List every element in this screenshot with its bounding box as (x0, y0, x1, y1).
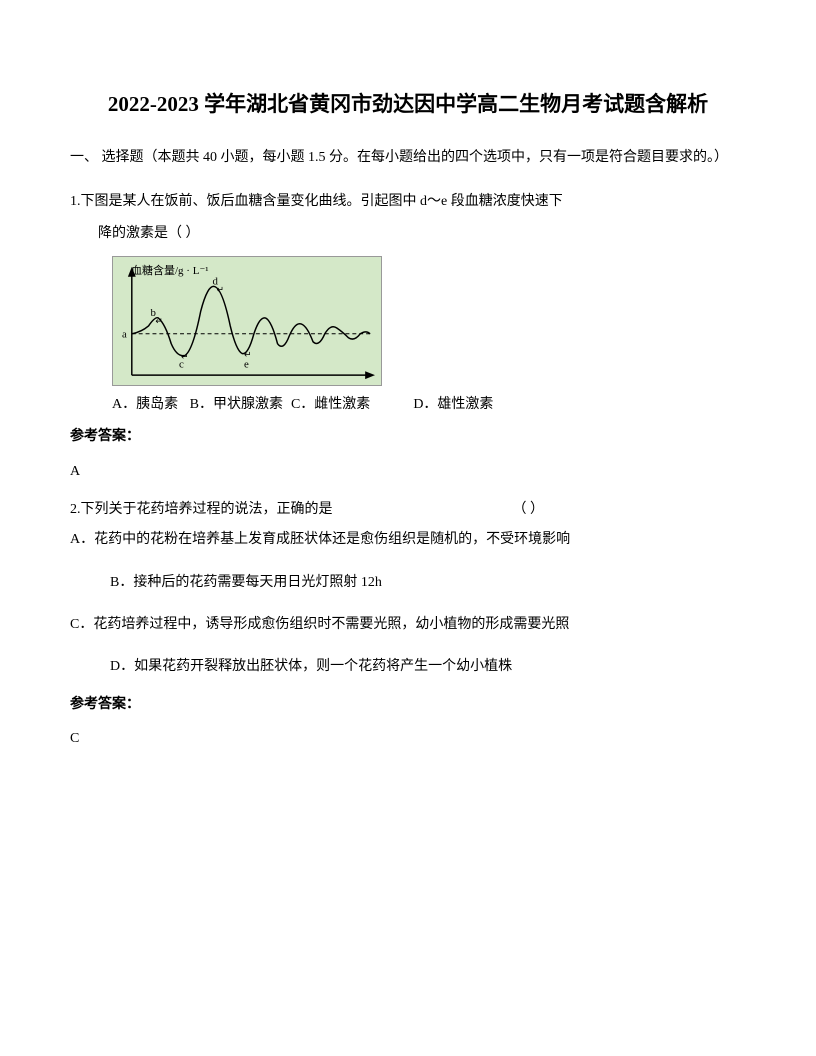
q1-line1: 1.下图是某人在饭前、饭后血糖含量变化曲线。引起图中 d～e 段血糖浓度快速下 (70, 189, 746, 216)
q1-answer-label: 参考答案： (70, 426, 746, 448)
q2-option-b: B．接种后的花药需要每天用日光灯照射 12h (84, 565, 746, 601)
q2-stem: 2.下列关于花药培养过程的说法，正确的是 （ ） (70, 497, 746, 522)
q1-option-a: A．胰岛素 (112, 397, 178, 412)
q2-number: 2. (70, 502, 81, 517)
q1-answer: A (70, 461, 746, 483)
q2-option-a: A．花药中的花粉在培养基上发育成胚状体还是愈伤组织是随机的，不受环境影响 (84, 522, 746, 558)
q1-number: 1. (70, 194, 81, 209)
chart-svg: a b c d e ↵ ↵ ↵ ↵ (113, 257, 381, 385)
svg-text:↵: ↵ (155, 316, 162, 326)
q2-option-c: C．花药培养过程中，诱导形成愈伤组织时不需要光照，幼小植物的形成需要光照 (84, 607, 746, 643)
q1-option-b: B．甲状腺激素 (190, 397, 283, 412)
q2-text: 下列关于花药培养过程的说法，正确的是 (81, 502, 333, 517)
q2-option-d: D．如果花药开裂释放出胚状体，则一个花药将产生一个幼小植株 (84, 649, 746, 685)
question-1: 1.下图是某人在饭前、饭后血糖含量变化曲线。引起图中 d～e 段血糖浓度快速下 … (70, 189, 746, 483)
svg-text:↵: ↵ (216, 284, 223, 294)
svg-text:↵: ↵ (181, 351, 188, 361)
chart-point-e: e (244, 358, 249, 370)
blood-sugar-chart: 血糖含量/g · L⁻¹ a b c d e ↵ ↵ ↵ ↵ (112, 256, 382, 386)
q1-line2: 降的激素是（ ） (70, 221, 746, 248)
q1-option-d: D．雄性激素 (413, 397, 493, 412)
section-heading: 一、 选择题（本题共 40 小题，每小题 1.5 分。在每小题给出的四个选项中，… (70, 145, 746, 170)
question-2: 2.下列关于花药培养过程的说法，正确的是 （ ） A．花药中的花粉在培养基上发育成… (70, 497, 746, 751)
q1-option-c: C．雌性激素 (291, 397, 370, 412)
q1-options: A．胰岛素 B．甲状腺激素 C．雌性激素 D．雄性激素 (70, 394, 746, 416)
q2-answer: C (70, 728, 746, 750)
q2-bracket: （ ） (513, 502, 545, 517)
chart-point-a: a (122, 329, 127, 341)
exam-title: 2022-2023 学年湖北省黄冈市劲达因中学高二生物月考试题含解析 (70, 90, 746, 119)
q1-text1: 下图是某人在饭前、饭后血糖含量变化曲线。引起图中 d～e 段血糖浓度快速下 (81, 194, 563, 209)
svg-text:↵: ↵ (244, 349, 251, 359)
q2-answer-label: 参考答案： (70, 694, 746, 716)
